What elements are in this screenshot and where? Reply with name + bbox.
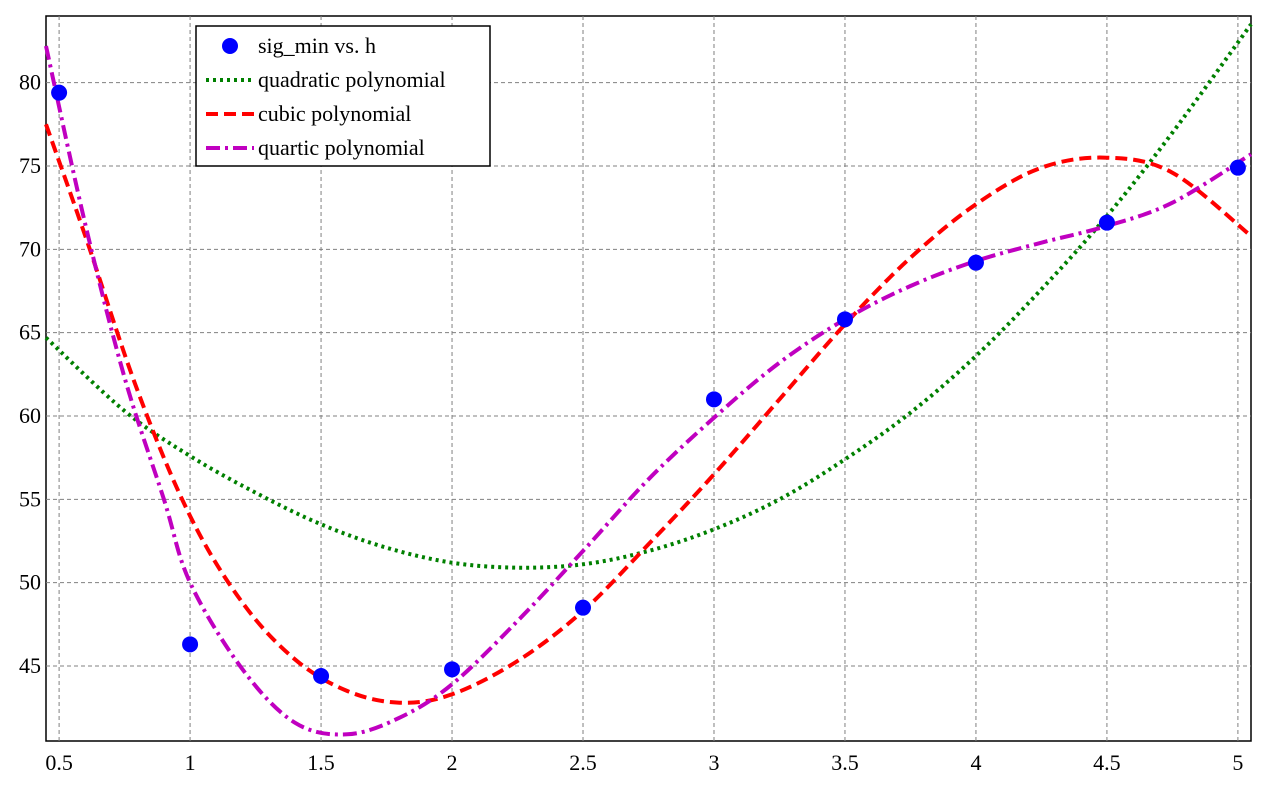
legend-label-quadratic: quadratic polynomial: [258, 67, 446, 92]
data-point: [444, 661, 461, 678]
data-point: [705, 391, 722, 408]
y-tick-label: 55: [19, 486, 41, 511]
data-point: [1229, 159, 1246, 176]
y-tick-label: 80: [19, 70, 41, 95]
series-line-3: [44, 45, 1253, 737]
x-tick-label: 3: [708, 750, 719, 775]
data-point: [313, 668, 330, 684]
legend-label-quartic: quartic polynomial: [258, 135, 425, 160]
x-tick-label: 3.5: [831, 750, 859, 775]
x-tick-label: 4: [970, 750, 981, 775]
legend-label-sig-min: sig_min vs. h: [258, 33, 376, 58]
x-tick-label: 1.5: [307, 750, 335, 775]
y-tick-label: 65: [19, 320, 41, 345]
data-point: [836, 311, 853, 328]
legend-label-cubic: cubic polynomial: [258, 101, 411, 126]
x-tick-label: 5: [1232, 750, 1243, 775]
data-point: [575, 599, 592, 616]
y-axis-ticks: 45 50 55 60 65 70 75 80: [19, 70, 41, 678]
legend: sig_min vs. h quadratic polynomial cubic…: [195, 25, 491, 167]
legend-marker-sig-min: [222, 38, 238, 54]
x-tick-label: 2: [447, 750, 458, 775]
data-point: [1098, 214, 1115, 231]
data-point: [51, 84, 68, 101]
x-tick-label: 4.5: [1093, 750, 1121, 775]
data-point: [967, 254, 984, 271]
data-point: [182, 636, 199, 653]
y-tick-label: 50: [19, 570, 41, 595]
y-tick-label: 60: [19, 403, 41, 428]
y-tick-label: 75: [19, 153, 41, 178]
y-tick-label: 70: [19, 236, 41, 261]
x-tick-label: 1: [185, 750, 196, 775]
legend-box: [195, 25, 491, 167]
x-axis-ticks: 0.5 1 1.5 2 2.5 3 3.5 4 4.5 5: [45, 750, 1243, 775]
grid: [46, 16, 1251, 741]
series-markers: [51, 84, 1246, 684]
y-tick-label: 45: [19, 653, 41, 678]
x-tick-label: 2.5: [569, 750, 597, 775]
x-tick-label: 0.5: [45, 750, 73, 775]
